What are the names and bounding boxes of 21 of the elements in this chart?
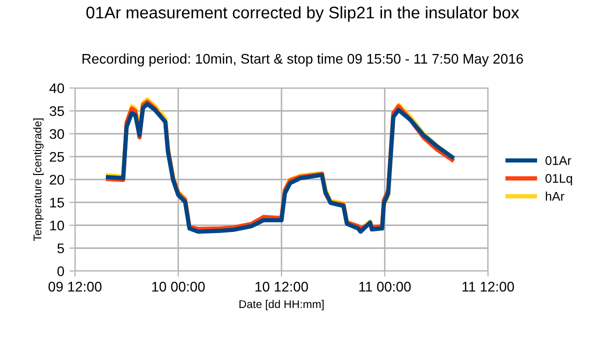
legend-label: 01Lq (546, 174, 572, 186)
y-tick-label: 15 (50, 198, 64, 208)
chart-title: 01Ar measurement corrected by Slip21 in the insulator box (86, 6, 520, 22)
x-tick-label: 11 12:00 (462, 282, 514, 292)
y-tick-label: 0 (57, 266, 64, 276)
y-axis-title: Temperature [centigrade] (33, 118, 44, 242)
x-tick-label: 10 12:00 (256, 282, 308, 292)
y-tick-label: 35 (50, 106, 64, 116)
y-tick-label: 40 (49, 83, 64, 94)
x-tick-label: 10 00:00 (152, 282, 205, 292)
legend-label: 01Ar (546, 156, 572, 165)
x-tick-label: 09 12:00 (48, 282, 102, 292)
y-tick-label: 25 (50, 152, 64, 162)
y-tick-label: 20 (50, 174, 64, 185)
x-tick-label: 11 00:00 (359, 282, 411, 292)
y-tick-label: 30 (50, 129, 64, 139)
y-tick-label: 5 (57, 244, 64, 254)
chart-subtitle: Recording period: 10min, Start & stop time 09 15:50 - 11 7:50 May 2016 (82, 54, 523, 66)
legend-label: hAr (546, 192, 564, 201)
x-axis-title: Date [dd HH:mm] (240, 300, 324, 310)
y-tick-label: 10 (50, 220, 64, 230)
